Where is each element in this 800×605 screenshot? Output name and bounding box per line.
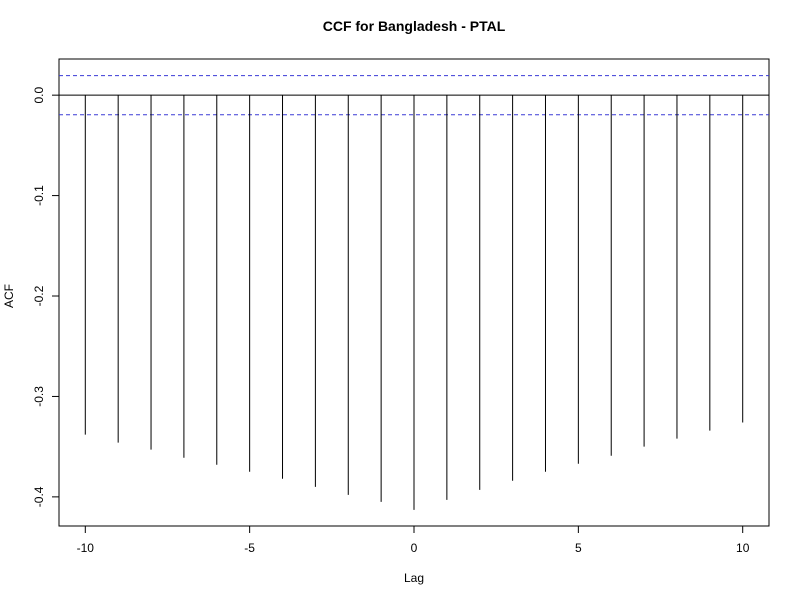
x-tick-label: 10	[736, 541, 750, 555]
chart-title: CCF for Bangladesh - PTAL	[323, 18, 506, 34]
y-tick-label: -0.4	[32, 486, 46, 507]
plot-area: -10 -5 0 5 10 -0.4 -0.3 -0.2 -0.1 0.0	[32, 58, 770, 555]
x-tick-label: -5	[244, 541, 255, 555]
x-tick-label: -10	[77, 541, 95, 555]
x-axis-label: Lag	[404, 571, 424, 585]
y-tick-label: 0.0	[32, 86, 46, 103]
y-tick-label: -0.1	[32, 185, 46, 206]
y-tick-label: -0.3	[32, 386, 46, 407]
x-tick-label: 5	[575, 541, 582, 555]
y-tick-label: -0.2	[32, 285, 46, 306]
y-axis-label: ACF	[2, 284, 16, 308]
x-tick-label: 0	[411, 541, 418, 555]
